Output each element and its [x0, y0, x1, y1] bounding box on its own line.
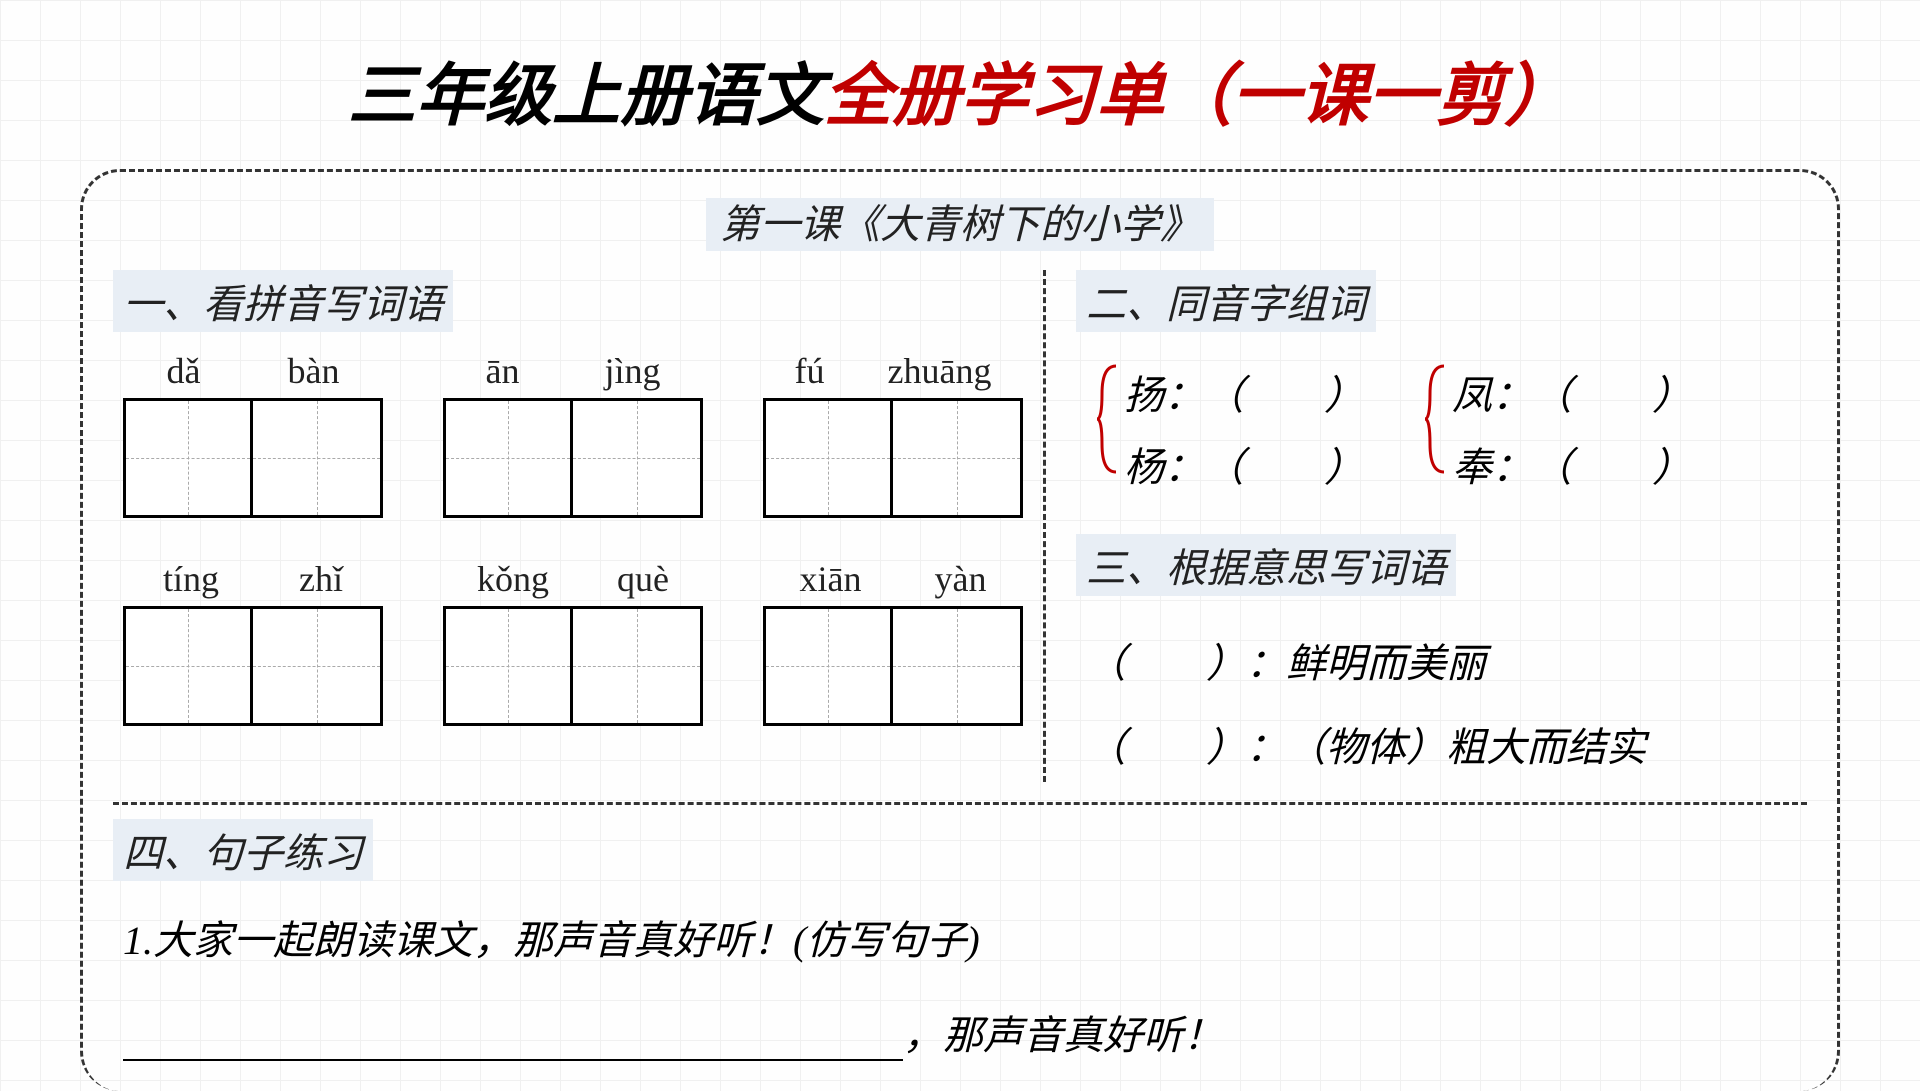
word-block: tíng zhǐ [123, 558, 383, 726]
word-block: xiān yàn [763, 558, 1023, 726]
sentence-prompt: 1.大家一起朗读课文，那声音真好听！(仿写句子) [123, 909, 1807, 973]
worksheet-box: 第一课《大青树下的小学》 一、看拼音写词语 dǎ bàn ān jìng fú zhu… [80, 169, 1840, 1091]
pinyin: zhuāng [888, 350, 992, 392]
pinyin: dǎ [167, 350, 201, 392]
homophone-group-1: 扬：（ ） 杨：（ ） [1096, 360, 1364, 504]
char-box[interactable] [253, 606, 383, 726]
brace-icon [1424, 364, 1448, 474]
pinyin: fú [795, 350, 825, 392]
brace-icon [1096, 364, 1120, 474]
pinyin: yàn [935, 558, 987, 600]
char-box[interactable] [763, 398, 893, 518]
char-box[interactable] [763, 606, 893, 726]
left-column: 一、看拼音写词语 dǎ bàn ān jìng fú zhuāng tíng zhǐ [113, 270, 1046, 782]
pinyin: jìng [604, 350, 660, 392]
word-block: ān jìng [443, 350, 703, 518]
char-box[interactable] [573, 398, 703, 518]
homophone-item: 奉：（ ） [1452, 432, 1692, 504]
pinyin-row-2: tíng zhǐ kǒng què xiān yàn [123, 558, 1023, 726]
char-box[interactable] [443, 398, 573, 518]
lesson-title: 第一课《大青树下的小学》 [113, 192, 1807, 250]
homophone-item: 凤：（ ） [1452, 360, 1692, 432]
page-title: 三年级上册语文全册学习单（一课一剪） [80, 40, 1840, 139]
homophone-item: 扬：（ ） [1124, 360, 1364, 432]
char-box[interactable] [443, 606, 573, 726]
char-box[interactable] [893, 606, 1023, 726]
title-part-1: 三年级上册语文 [348, 58, 824, 134]
meaning-item: （ ）：（物体）粗大而结实 [1086, 714, 1807, 782]
section-2-heading: 二、同音字组词 [1076, 270, 1376, 332]
homophone-group-2: 凤：（ ） 奉：（ ） [1424, 360, 1692, 504]
pinyin: què [617, 558, 669, 600]
pinyin: bàn [288, 350, 340, 392]
pinyin: xiān [800, 558, 862, 600]
word-block: kǒng què [443, 558, 703, 726]
section-4-heading: 四、句子练习 [113, 819, 373, 881]
word-block: fú zhuāng [763, 350, 1023, 518]
homophone-item: 杨：（ ） [1124, 432, 1364, 504]
pinyin-row-1: dǎ bàn ān jìng fú zhuāng [123, 350, 1023, 518]
pinyin: kǒng [477, 558, 549, 600]
title-part-2: 全册学习单（一课一剪） [824, 58, 1572, 134]
fill-line: ，那声音真好听！ [123, 1003, 1807, 1061]
char-box[interactable] [123, 398, 253, 518]
char-box[interactable] [253, 398, 383, 518]
right-column: 二、同音字组词 扬：（ ） 杨：（ ） 凤：（ ） 奉：（ ） 三、根据意思写词… [1046, 270, 1807, 782]
pinyin: tíng [163, 558, 219, 600]
pinyin: ān [486, 350, 520, 392]
homophone-groups: 扬：（ ） 杨：（ ） 凤：（ ） 奉：（ ） [1096, 360, 1807, 504]
lesson-title-text: 第一课《大青树下的小学》 [706, 198, 1214, 251]
pinyin: zhǐ [299, 558, 343, 600]
answer-blank[interactable] [123, 1059, 903, 1061]
two-column-layout: 一、看拼音写词语 dǎ bàn ān jìng fú zhuāng tíng zhǐ [113, 270, 1807, 782]
meaning-item: （ ）：鲜明而美丽 [1086, 630, 1807, 698]
word-block: dǎ bàn [123, 350, 383, 518]
section-3-heading: 三、根据意思写词语 [1076, 534, 1456, 596]
sentence-tail: ，那声音真好听！ [903, 1013, 1223, 1058]
section-4: 四、句子练习 1.大家一起朗读课文，那声音真好听！(仿写句子) ，那声音真好听！ [113, 802, 1807, 1061]
char-box[interactable] [123, 606, 253, 726]
char-box[interactable] [893, 398, 1023, 518]
section-1-heading: 一、看拼音写词语 [113, 270, 453, 332]
char-box[interactable] [573, 606, 703, 726]
